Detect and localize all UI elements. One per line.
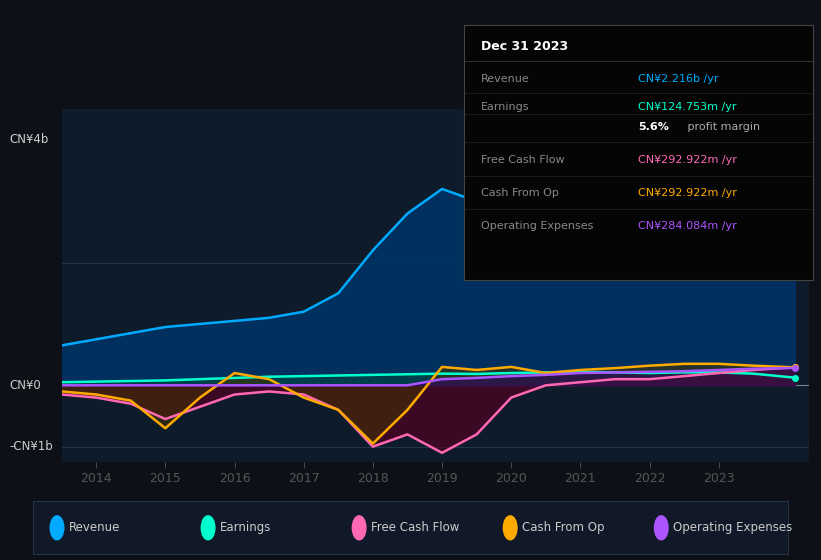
Text: -CN¥1b: -CN¥1b [10,440,53,453]
Text: profit margin: profit margin [684,122,759,132]
Text: Revenue: Revenue [481,73,530,83]
Text: Earnings: Earnings [220,521,272,534]
Text: Cash From Op: Cash From Op [481,188,559,198]
Text: Operating Expenses: Operating Expenses [673,521,792,534]
Text: CN¥0: CN¥0 [10,379,42,392]
Ellipse shape [201,516,215,540]
Text: CN¥292.922m /yr: CN¥292.922m /yr [639,188,737,198]
Ellipse shape [654,516,668,540]
Text: 5.6%: 5.6% [639,122,669,132]
Text: CN¥2.216b /yr: CN¥2.216b /yr [639,73,719,83]
Text: Cash From Op: Cash From Op [522,521,605,534]
Text: Free Cash Flow: Free Cash Flow [371,521,460,534]
Text: CN¥292.922m /yr: CN¥292.922m /yr [639,155,737,165]
Text: Dec 31 2023: Dec 31 2023 [481,40,568,54]
Ellipse shape [503,516,517,540]
Text: CN¥124.753m /yr: CN¥124.753m /yr [639,102,736,111]
Text: Revenue: Revenue [69,521,121,534]
Text: Free Cash Flow: Free Cash Flow [481,155,565,165]
Text: CN¥284.084m /yr: CN¥284.084m /yr [639,221,737,231]
Ellipse shape [50,516,64,540]
Text: CN¥4b: CN¥4b [10,133,49,146]
Text: Earnings: Earnings [481,102,530,111]
Ellipse shape [352,516,366,540]
Text: Operating Expenses: Operating Expenses [481,221,594,231]
